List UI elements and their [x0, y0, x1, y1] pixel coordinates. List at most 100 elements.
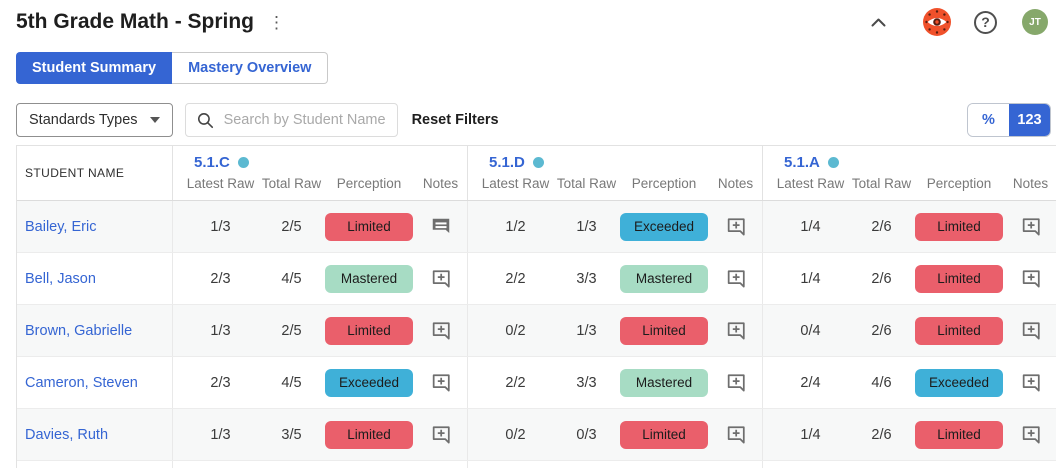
latest-raw-value: 2/2 [505, 374, 526, 391]
perception-badge: Exceeded [620, 212, 708, 241]
subcolumn-header: Notes [1012, 176, 1049, 191]
latest-raw-value: 2/3 [210, 374, 231, 391]
display-mode-toggle: % 123 [967, 103, 1051, 137]
latest-raw-value: 1/4 [800, 218, 821, 235]
view-note-button[interactable] [413, 216, 468, 238]
add-note-button[interactable] [708, 372, 763, 394]
add-note-button[interactable] [708, 216, 763, 238]
add-note-button[interactable] [413, 372, 468, 394]
standard-cell: 1/2 1/3 Exceeded [468, 201, 763, 252]
avatar[interactable]: JT [1022, 9, 1048, 35]
total-raw-value: 4/5 [281, 270, 302, 287]
latest-raw-value: 1/4 [800, 426, 821, 443]
total-raw-value: 1/3 [576, 218, 597, 235]
add-comment-icon [727, 269, 745, 287]
partial-next-row [17, 461, 1056, 468]
standard-code-link[interactable]: 5.1.A [784, 154, 820, 171]
latest-raw-value: 0/2 [505, 426, 526, 443]
add-note-button[interactable] [708, 424, 763, 446]
add-note-button[interactable] [1003, 320, 1056, 342]
add-note-button[interactable] [708, 268, 763, 290]
subcolumn-header: Perception [336, 176, 402, 191]
student-search-box[interactable] [184, 103, 398, 137]
perception-badge: Limited [915, 212, 1003, 241]
standards-types-dropdown[interactable]: Standards Types [16, 103, 173, 137]
add-note-button[interactable] [1003, 424, 1056, 446]
standard-code-link[interactable]: 5.1.D [489, 154, 525, 171]
percent-toggle-button[interactable]: % [968, 104, 1009, 136]
tab-student-summary[interactable]: Student Summary [16, 52, 173, 84]
total-raw-value: 2/6 [871, 322, 892, 339]
perception-badge: Mastered [620, 368, 708, 397]
total-raw-value: 4/5 [281, 374, 302, 391]
add-note-button[interactable] [1003, 372, 1056, 394]
total-raw-value: 2/6 [871, 270, 892, 287]
kebab-menu-icon[interactable]: ⋮ [268, 12, 286, 32]
chevron-down-icon [149, 117, 160, 123]
table-header: STUDENT NAME 5.1.C Latest Raw Total Raw Per… [17, 146, 1056, 201]
total-raw-value: 2/5 [281, 322, 302, 339]
add-note-button[interactable] [413, 320, 468, 342]
add-note-button[interactable] [413, 424, 468, 446]
standard-status-dot [532, 157, 544, 168]
add-note-button[interactable] [1003, 268, 1056, 290]
perception-badge: Limited [915, 264, 1003, 293]
subcolumn-header: Latest Raw [186, 176, 255, 191]
eye-logo-icon[interactable] [923, 8, 951, 36]
standard-cell: 2/3 4/5 Exceeded [173, 357, 468, 408]
count-toggle-button[interactable]: 123 [1009, 104, 1050, 136]
add-comment-icon [727, 217, 745, 235]
column-header-student-name: STUDENT NAME [17, 146, 173, 200]
latest-raw-value: 1/4 [800, 270, 821, 287]
perception-badge: Limited [915, 316, 1003, 345]
standard-cell: 1/4 2/6 Limited [763, 409, 1056, 460]
add-note-button[interactable] [708, 320, 763, 342]
add-comment-icon [727, 321, 745, 339]
add-note-button[interactable] [1003, 216, 1056, 238]
add-comment-icon [432, 269, 450, 287]
table-row: Cameron, Steven 2/3 4/5 Exceeded 2/2 3/3 Maste… [17, 357, 1056, 409]
perception-badge: Limited [620, 316, 708, 345]
perception-badge: Exceeded [915, 368, 1003, 397]
tab-mastery-overview[interactable]: Mastery Overview [172, 52, 329, 84]
standard-cell: 2/4 4/6 Exceeded [763, 357, 1056, 408]
chevron-up-icon[interactable] [870, 17, 887, 28]
topbar: 5th Grade Math - Spring ⋮ ? JT [0, 0, 1056, 36]
total-raw-value: 2/5 [281, 218, 302, 235]
help-icon[interactable]: ? [974, 10, 997, 34]
standard-status-dot [827, 157, 839, 168]
perception-badge: Exceeded [325, 368, 413, 397]
standard-cell: 1/4 2/6 Limited [763, 201, 1056, 252]
student-name-link[interactable]: Davies, Ruth [17, 409, 173, 460]
total-raw-value: 3/3 [576, 270, 597, 287]
standards-types-label: Standards Types [29, 112, 138, 128]
add-comment-icon [727, 425, 745, 443]
total-raw-value: 3/5 [281, 426, 302, 443]
reset-filters-button[interactable]: Reset Filters [411, 112, 499, 128]
total-raw-value: 0/3 [576, 426, 597, 443]
latest-raw-value: 1/3 [210, 218, 231, 235]
standard-code-link[interactable]: 5.1.C [194, 154, 230, 171]
table-row: Brown, Gabrielle 1/3 2/5 Limited 0/2 1/3 Limit… [17, 305, 1056, 357]
standard-cell: 2/3 4/5 Mastered [173, 253, 468, 304]
add-note-button[interactable] [413, 268, 468, 290]
standard-cell: 1/3 2/5 Limited [173, 201, 468, 252]
topbar-icons: ? JT [870, 8, 1048, 36]
add-comment-icon [432, 321, 450, 339]
subcolumn-header: Latest Raw [776, 176, 845, 191]
perception-badge: Mastered [620, 264, 708, 293]
total-raw-value: 2/6 [871, 218, 892, 235]
student-name-link[interactable]: Bailey, Eric [17, 201, 173, 252]
student-name-link[interactable]: Bell, Jason [17, 253, 173, 304]
student-name-link[interactable]: Brown, Gabrielle [17, 305, 173, 356]
student-name-link[interactable]: Cameron, Steven [17, 357, 173, 408]
add-comment-icon [1022, 269, 1040, 287]
add-comment-icon [432, 425, 450, 443]
subcolumn-header: Total Raw [261, 176, 322, 191]
comment-icon [432, 218, 449, 233]
search-input[interactable] [223, 112, 387, 128]
filter-bar: Standards Types Reset Filters % 123 [16, 103, 1051, 137]
search-icon [196, 111, 215, 130]
latest-raw-value: 1/3 [210, 426, 231, 443]
standard-cell: 1/3 2/5 Limited [173, 305, 468, 356]
